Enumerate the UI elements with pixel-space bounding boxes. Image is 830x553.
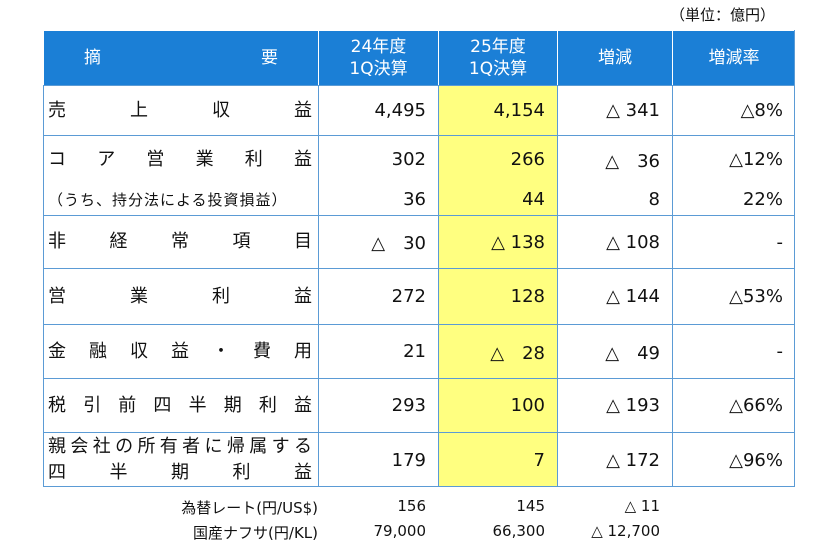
value-cell: - [672, 324, 795, 378]
header-text: 25年度 [470, 37, 526, 57]
footer-value: 79,000 [373, 522, 427, 540]
value-cell: △ 108 [557, 215, 672, 268]
value-cell: 100 [438, 378, 557, 432]
row-label-text: 四半期利益 [48, 462, 312, 483]
row-label: 売上収益 [43, 85, 318, 135]
value-cell: 293 [318, 378, 438, 432]
unit-label: （単位：億円） [669, 6, 775, 24]
value-cell: 4,495 [318, 85, 438, 135]
row-label-text: 売上収益 [48, 99, 312, 121]
header-cell: 増減 [557, 30, 672, 85]
header-text: 24年度 [350, 37, 407, 57]
value-cell: △53% [672, 268, 795, 324]
header-cell: 25年度 1Q決算 [438, 30, 557, 85]
row-label: 金融収益・費用 [43, 324, 318, 378]
header-text: 1Q決算 [349, 59, 408, 79]
value-cell: △ 36 [557, 135, 672, 183]
header-text: 増減 [598, 48, 632, 68]
value-cell: 128 [438, 268, 557, 324]
value-cell: 179 [318, 432, 438, 487]
value-cell: △ 193 [557, 378, 672, 432]
row-label: 親会社の所有者に帰属する四半期利益 [43, 432, 318, 487]
table-border [43, 30, 795, 487]
value-cell: 302 [318, 135, 438, 183]
row-label-text: 金融収益・費用 [48, 340, 312, 362]
value-cell: △ 172 [557, 432, 672, 487]
value-cell: 272 [318, 268, 438, 324]
header-text: 増減率 [708, 48, 760, 68]
value-cell: △8% [672, 85, 795, 135]
value-cell: △ 49 [557, 324, 672, 378]
row-label-text: コア営業利益 [48, 148, 312, 170]
header-text: 摘要 [84, 48, 278, 68]
footer-label: 為替レート(円/US$) [181, 499, 318, 517]
value-cell: 4,154 [438, 85, 557, 135]
row-label-text: 税引前四半期利益 [48, 394, 312, 416]
value-cell: 8 [557, 183, 672, 215]
value-cell: 7 [438, 432, 557, 487]
header-cell: 24年度 1Q決算 [318, 30, 438, 85]
row-label-text: 親会社の所有者に帰属する [48, 436, 312, 457]
header-cell: 摘要 [43, 30, 318, 85]
row-label-text: 営業利益 [48, 285, 312, 307]
value-cell: △ 144 [557, 268, 672, 324]
value-cell: 266 [438, 135, 557, 183]
header-cell: 増減率 [672, 30, 795, 85]
row-label: 営業利益 [43, 268, 318, 324]
value-cell: - [672, 215, 795, 268]
footer-value: △ 11 [624, 497, 660, 515]
footer-value: △ 12,700 [591, 522, 660, 540]
footer-label: 国産ナフサ(円/KL) [193, 524, 318, 542]
row-label: （うち、持分法による投資損益） [43, 183, 318, 215]
value-cell: △66% [672, 378, 795, 432]
value-cell: △12% [672, 135, 795, 183]
row-label-text: （うち、持分法による投資損益） [48, 190, 288, 209]
value-cell: 36 [318, 183, 438, 215]
value-cell: △ 341 [557, 85, 672, 135]
footer-value: 145 [516, 497, 545, 515]
row-label: 税引前四半期利益 [43, 378, 318, 432]
value-cell: △96% [672, 432, 795, 487]
value-cell: 22% [672, 183, 795, 215]
header-text: 1Q決算 [468, 59, 528, 79]
footer-value: 156 [397, 497, 426, 515]
value-cell: 44 [438, 183, 557, 215]
value-cell: 21 [318, 324, 438, 378]
row-label: 非経常項目 [43, 215, 318, 268]
row-label: コア営業利益 [43, 135, 318, 183]
footer-value: 66,300 [492, 522, 546, 540]
value-cell: △ 138 [438, 215, 557, 268]
value-cell: △ 28 [438, 324, 557, 378]
value-cell: △ 30 [318, 215, 438, 268]
row-label-text: 非経常項目 [48, 231, 312, 252]
